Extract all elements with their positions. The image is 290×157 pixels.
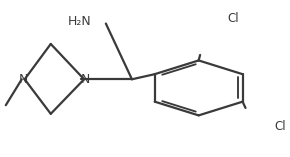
- Text: N: N: [81, 73, 90, 86]
- Text: N: N: [19, 73, 28, 86]
- Text: Cl: Cl: [274, 120, 286, 133]
- Text: H₂N: H₂N: [68, 15, 91, 28]
- Text: Cl: Cl: [228, 12, 239, 24]
